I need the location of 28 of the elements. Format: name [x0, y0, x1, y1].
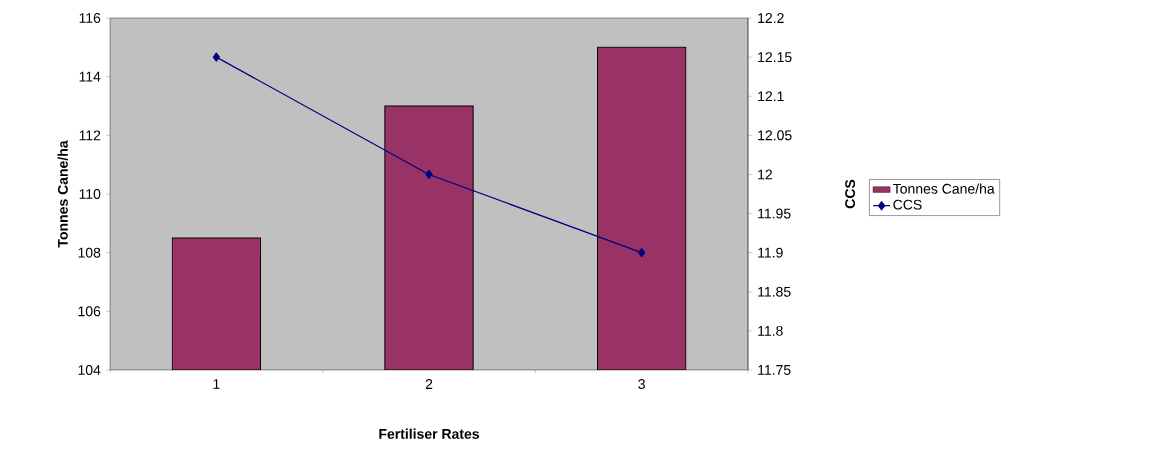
legend-label: CCS — [893, 199, 922, 210]
y2-tick-label: 11.9 — [758, 247, 783, 258]
y-tick-label: 108 — [78, 247, 101, 258]
y-tick-label: 112 — [79, 130, 101, 141]
y2-tick-label: 11.75 — [758, 365, 791, 375]
y2-axis-title: CCS — [845, 179, 856, 209]
y-axis-title: Tonnes Cane/ha — [57, 140, 68, 248]
y2-tick-label: 12 — [758, 169, 773, 180]
y2-tick-label: 11.95 — [758, 208, 791, 219]
point — [425, 169, 433, 180]
y-tick-label: 106 — [78, 306, 101, 317]
x-tick-label: 2 — [425, 379, 433, 389]
y-tick-label: 116 — [79, 13, 101, 23]
y2-tick-label: 12.1 — [758, 91, 784, 102]
y2-tick-label: 12.05 — [758, 130, 792, 141]
y2-tick-label: 12.2 — [758, 13, 784, 23]
point — [638, 248, 646, 258]
y-tick-label: 114 — [79, 71, 101, 82]
y-tick-label: 110 — [79, 189, 101, 199]
y2-tick-label: 11.8 — [758, 325, 783, 336]
x-tick-label: 1 — [213, 379, 220, 389]
y2-tick-label: 12.15 — [758, 52, 792, 63]
legend-label: Tonnes Cane/ha — [893, 183, 995, 194]
point — [212, 52, 220, 62]
x-tick-label: 3 — [638, 379, 645, 390]
x-axis-title: Fertiliser Rates — [379, 428, 479, 439]
y2-tick-label: 11.85 — [758, 286, 791, 297]
y-tick-label: 104 — [78, 365, 101, 375]
